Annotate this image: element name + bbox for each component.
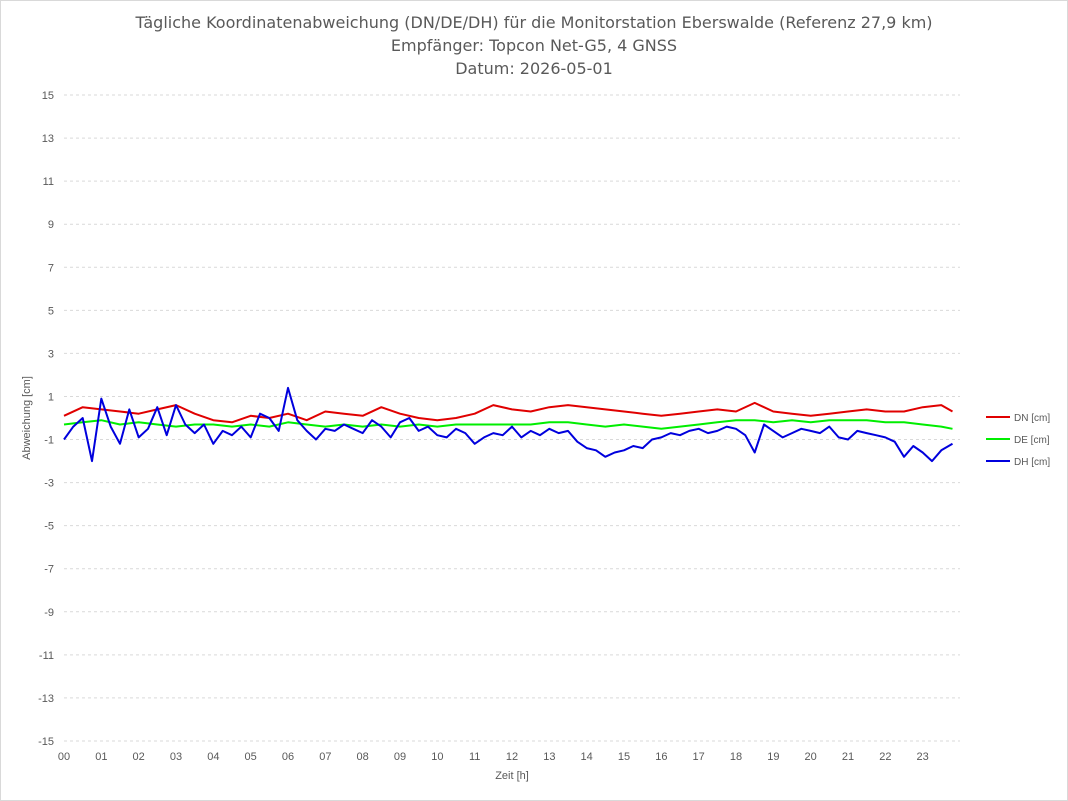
x-tick-label: 06 — [282, 751, 294, 763]
legend-label: DE [cm] — [1014, 435, 1050, 446]
x-tick-label: 12 — [506, 751, 518, 763]
y-tick-label: 5 — [48, 305, 54, 317]
x-tick-label: 01 — [95, 751, 107, 763]
y-tick-labels: 15 13 11 9 7 5 3 1 -1 -3 -5 -7 -9 -11 -13 -15 — [38, 90, 54, 748]
x-tick-label: 15 — [618, 751, 630, 763]
y-tick-label: -1 — [44, 435, 54, 447]
y-tick-label: 1 — [48, 391, 54, 403]
series-layer — [63, 386, 954, 463]
x-tick-label: 21 — [842, 751, 854, 763]
x-tick-label: 13 — [543, 751, 555, 763]
y-tick-label: 13 — [42, 133, 54, 145]
x-tick-label: 18 — [730, 751, 742, 763]
y-tick-label: -15 — [38, 736, 54, 748]
legend-label: DN [cm] — [1014, 413, 1050, 424]
x-tick-label: 16 — [655, 751, 667, 763]
series-line-dn — [63, 401, 953, 424]
grid-layer — [64, 94, 960, 742]
x-tick-label: 05 — [245, 751, 257, 763]
x-tick-label: 17 — [693, 751, 705, 763]
x-tick-label: 07 — [319, 751, 331, 763]
x-tick-label: 03 — [170, 751, 182, 763]
x-tick-label: 04 — [207, 751, 219, 763]
y-tick-label: 9 — [48, 219, 54, 231]
y-tick-label: -11 — [39, 650, 54, 662]
y-axis-title: Abweichung [cm] — [21, 376, 33, 460]
x-tick-label: 00 — [58, 751, 70, 763]
x-tick-label: 20 — [805, 751, 817, 763]
chart-date: Datum: 2026-05-01 — [455, 59, 613, 78]
x-tick-label: 02 — [133, 751, 145, 763]
y-tick-label: -5 — [44, 521, 54, 533]
chart-subtitle: Empfänger: Topcon Net-G5, 4 GNSS — [390, 36, 678, 55]
x-tick-label: 08 — [357, 751, 369, 763]
y-tick-label: 7 — [48, 262, 54, 274]
x-tick-label: 19 — [767, 751, 779, 763]
y-tick-label: 11 — [43, 176, 54, 188]
y-tick-label: 3 — [48, 348, 54, 360]
x-tick-label: 14 — [581, 751, 593, 763]
x-tick-label: 11 — [469, 751, 480, 763]
x-tick-label: 23 — [917, 751, 929, 763]
x-tick-label: 09 — [394, 751, 406, 763]
y-tick-label: 15 — [42, 90, 54, 102]
series-line-de — [63, 419, 953, 430]
series-line-dh — [63, 386, 954, 463]
y-tick-label: -3 — [44, 478, 54, 490]
y-tick-label: -13 — [38, 693, 54, 705]
y-tick-label: -7 — [44, 564, 54, 576]
y-tick-label: -9 — [44, 607, 54, 619]
legend-label: DH [cm] — [1014, 457, 1050, 468]
x-tick-label: 22 — [879, 751, 891, 763]
chart-title: Tägliche Koordinatenabweichung (DN/DE/DH… — [135, 13, 933, 32]
x-axis-title: Zeit [h] — [495, 770, 529, 782]
legend: DN [cm] DE [cm] DH [cm] — [986, 413, 1050, 468]
x-tick-labels: 00 01 02 03 04 05 06 07 08 09 10 11 12 13 14 15 16 17 18 19… — [58, 751, 929, 763]
x-tick-label: 10 — [431, 751, 443, 763]
